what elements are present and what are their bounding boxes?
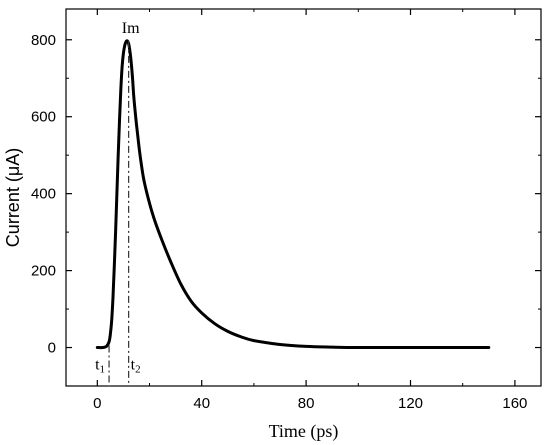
y-tick-label: 600 [31, 109, 56, 126]
x-tick-label: 0 [93, 395, 101, 412]
x-axis-title: Time (ps) [269, 421, 339, 442]
peak-label: Im [122, 20, 140, 37]
x-tick-label: 80 [298, 395, 315, 412]
x-tick-label: 120 [398, 395, 423, 412]
y-tick-label: 200 [31, 263, 56, 280]
plot-frame [65, 8, 542, 387]
x-tick-label: 160 [502, 395, 527, 412]
y-axis-title: Current (μA) [3, 148, 23, 247]
x-tick-label: 40 [193, 395, 210, 412]
series-line-0 [95, 39, 491, 350]
y-tick-label: 0 [48, 340, 56, 357]
y-tick-label: 800 [31, 32, 56, 49]
t2-label: t2 [131, 357, 141, 376]
t1-label: t1 [95, 357, 105, 376]
y-tick-label: 400 [31, 186, 56, 203]
